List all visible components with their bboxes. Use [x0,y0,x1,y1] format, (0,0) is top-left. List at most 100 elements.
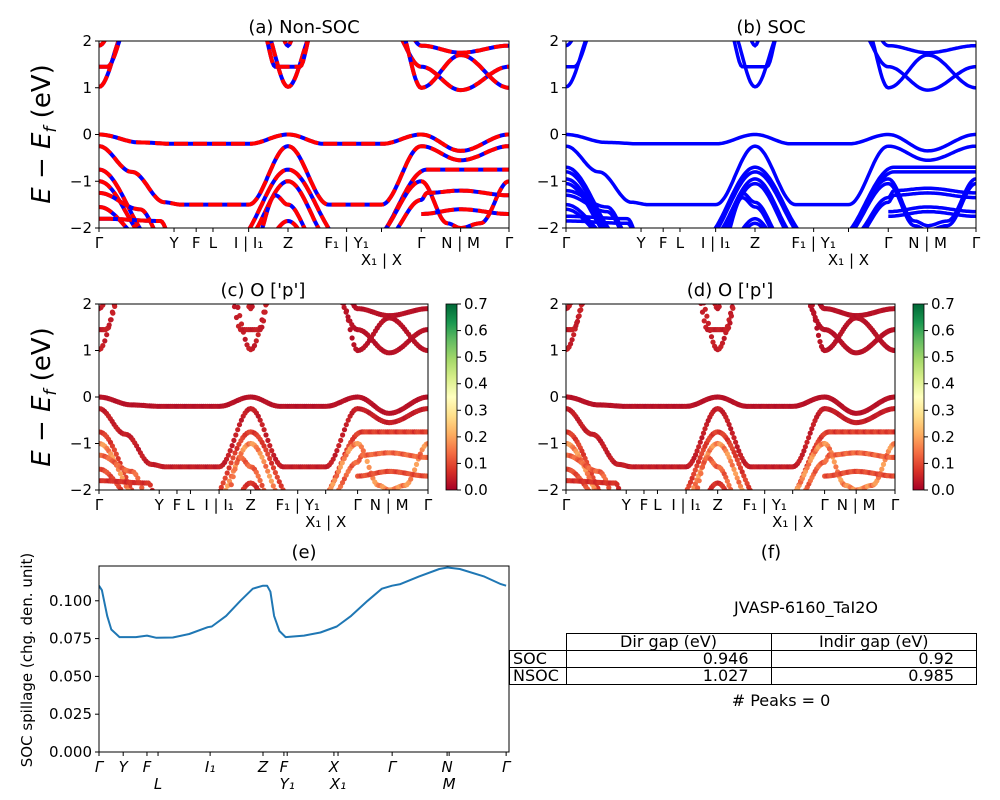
band-point [338,296,343,301]
x-tick-label: X [328,758,340,776]
y-tick-label: 2 [82,295,92,313]
band-point [263,432,269,438]
band-point [614,501,619,506]
y-tick-label: −1 [537,172,559,190]
band-point [801,448,807,454]
x-tick-label: F₁ | Y₁ [276,496,320,514]
band-point [571,332,577,338]
y-tick-label: −2 [537,219,559,237]
band-point [100,343,106,349]
band-point [257,477,263,484]
band-point [268,501,273,506]
band-point [119,288,124,293]
band-point [332,452,338,458]
band-point [716,304,722,310]
band-point [135,497,140,502]
band-point [233,432,239,438]
x-tick-label: Γ [388,758,398,776]
band-line [566,132,976,153]
x-tick-label: N | M [441,234,480,252]
colorbar-tick-label: 0.1 [464,454,488,472]
band-point [332,477,338,483]
x-tick-label: I | I₁ [671,496,700,514]
band-point [343,308,350,314]
x-tick-label: I₁ [205,758,215,776]
band-line [888,209,976,219]
band-point [364,458,370,464]
band-point [223,456,230,462]
colorbar-d: 0.0 0.1 0.2 0.3 0.4 0.5 0.6 0.7 [912,295,955,499]
band-point [580,297,585,302]
band-point [351,342,357,348]
x-tick-label: I | I₁ [701,234,730,252]
band-point [603,501,608,506]
band-point [108,317,114,323]
band-point [730,498,735,503]
band-point [116,291,121,296]
band-point [238,417,244,423]
band-point [218,484,224,490]
band-point [143,501,148,506]
x-tick-label: Y [621,496,632,514]
y-tick-label: 0 [82,388,92,406]
band-point [255,332,261,338]
band-point [892,327,895,333]
band-line [566,193,622,228]
band-point [694,448,700,454]
band-line [383,179,509,228]
band-point [603,501,608,506]
band-point [266,473,273,479]
y-tick-label: 2 [549,32,559,50]
band-point [702,426,708,432]
band-point [110,288,115,293]
band-point [810,421,817,428]
band-point [128,498,133,503]
band-point [576,313,582,319]
band-point [579,304,586,307]
band-point [141,501,146,506]
band-point [334,448,340,454]
x-tick-label: Γ [424,496,433,514]
band-point [425,429,428,435]
colorbar-tick-label: 0.2 [464,428,488,446]
band-point [700,430,707,436]
plot-area-e [99,566,507,639]
x-tick-label: L [186,496,195,514]
band-point [262,497,267,502]
x-tick-label: Z [257,758,269,776]
band-point [133,494,138,499]
band-point [234,445,240,451]
y-tick-label: 0 [82,126,92,144]
band-point [258,491,263,496]
band-point [703,495,708,500]
y-tick-label: 0 [549,388,559,406]
band-point [261,459,267,465]
band-point [728,496,733,501]
band-point [265,468,271,474]
x-tick-label: I | I₁ [204,496,233,514]
band-line [870,41,976,90]
band-point [269,501,274,506]
band-point [698,470,704,477]
colorbar-tick-label: 0.5 [931,348,955,366]
band-line [720,177,789,228]
band-point [136,501,141,506]
band-line [864,191,976,228]
band-line [99,190,156,228]
band-line [713,165,800,228]
band-point [115,456,121,462]
band-point [721,335,727,341]
band-point [704,421,710,428]
material-id: JVASP-6160_TaI2O [734,598,878,617]
band-point [802,291,807,296]
band-point [114,297,119,302]
band-line [99,205,130,228]
band-point [736,479,742,485]
band-point [723,474,729,480]
band-point [575,288,580,293]
band-point [280,487,286,490]
band-point [270,465,277,471]
